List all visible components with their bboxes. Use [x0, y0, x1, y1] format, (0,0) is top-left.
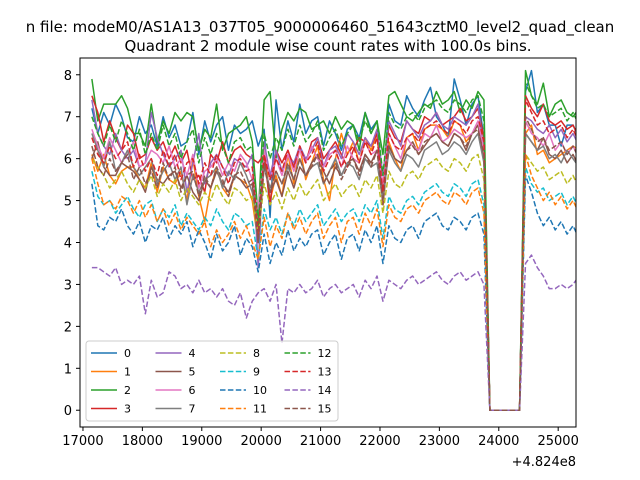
legend-label-13: 13 — [318, 366, 332, 379]
legend-label-12: 12 — [318, 347, 332, 360]
legend-label-11: 11 — [253, 403, 267, 416]
series-line-11 — [91, 153, 576, 411]
y-tick-label: 6 — [64, 153, 72, 168]
y-tick-label: 1 — [64, 362, 72, 377]
y-tick-label: 2 — [64, 320, 72, 335]
series-line-4 — [91, 99, 576, 411]
series-line-13 — [91, 99, 576, 411]
x-tick-label: 17000 — [62, 434, 103, 449]
legend-label-7: 7 — [189, 403, 196, 416]
x-tick-label: 20000 — [240, 434, 281, 449]
legend-label-14: 14 — [318, 384, 332, 397]
series-line-10 — [91, 174, 576, 411]
y-tick-label: 4 — [64, 237, 72, 252]
x-axis: 17000 18000 19000 20000 21000 22000 23000 24000… — [62, 427, 579, 449]
y-tick-label: 5 — [64, 195, 72, 210]
legend-label-9: 9 — [253, 366, 260, 379]
legend-label-8: 8 — [253, 347, 260, 360]
y-axis: 0 1 2 3 4 5 6 7 8 — [64, 69, 80, 419]
y-tick-label: 3 — [64, 278, 72, 293]
series-line-7 — [91, 132, 576, 411]
x-tick-label: 21000 — [300, 434, 341, 449]
y-tick-label: 7 — [64, 111, 72, 126]
legend-label-2: 2 — [124, 384, 131, 397]
x-tick-label: 22000 — [359, 434, 400, 449]
legend-label-5: 5 — [189, 366, 196, 379]
x-tick-label: 18000 — [122, 434, 163, 449]
plot-area — [79, 57, 577, 428]
legend-box — [85, 340, 339, 422]
x-tick-label: 24000 — [478, 434, 519, 449]
series-line-9 — [91, 166, 576, 411]
legend-label-1: 1 — [124, 366, 131, 379]
figure-suptitle: n file: modeM0/AS1A13_037T05_9000006460_… — [26, 18, 615, 37]
x-tick-label: 19000 — [181, 434, 222, 449]
legend-label-6: 6 — [189, 384, 196, 397]
y-tick-label: 0 — [64, 404, 72, 419]
series-line-15 — [91, 115, 576, 411]
legend-label-4: 4 — [189, 347, 196, 360]
legend-label-0: 0 — [124, 347, 131, 360]
series-group — [91, 69, 576, 411]
legend-label-15: 15 — [318, 403, 332, 416]
x-tick-label: 23000 — [419, 434, 460, 449]
series-line-14 — [91, 254, 576, 411]
chart-title: Quadrant 2 module wise count rates with … — [124, 37, 531, 55]
x-offset-label: +4.824e8 — [512, 455, 576, 470]
legend-label-3: 3 — [124, 403, 131, 416]
x-tick-label: 25000 — [537, 434, 578, 449]
y-tick-label: 8 — [64, 69, 72, 84]
series-line-12 — [91, 82, 576, 411]
legend-label-10: 10 — [253, 384, 267, 397]
